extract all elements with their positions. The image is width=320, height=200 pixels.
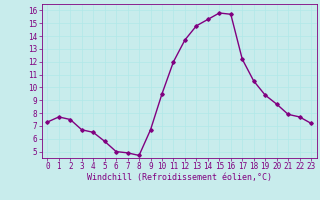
X-axis label: Windchill (Refroidissement éolien,°C): Windchill (Refroidissement éolien,°C) [87,173,272,182]
